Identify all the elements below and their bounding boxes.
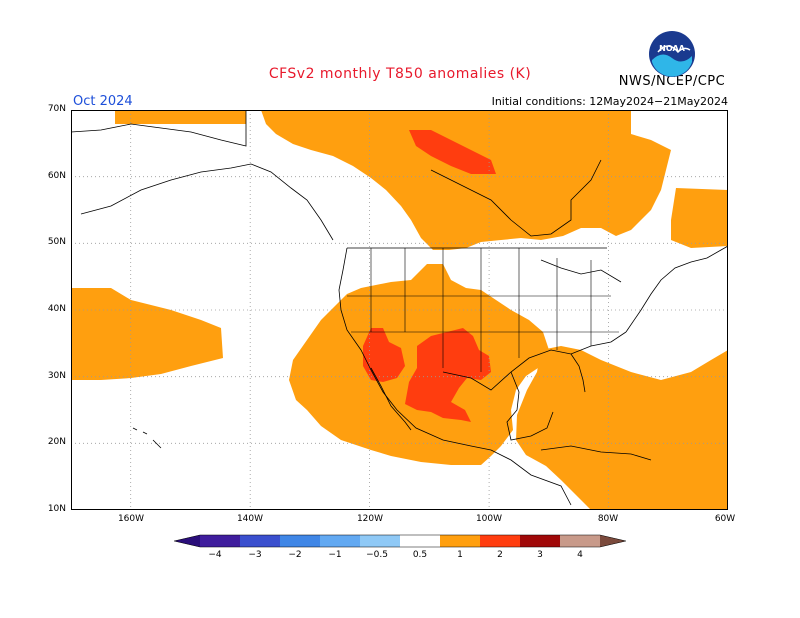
colorbar-bin-6 <box>400 535 440 547</box>
anomaly-region-orange <box>71 110 728 510</box>
noaa-logo-text: NOAA <box>659 44 685 53</box>
initial-conditions: Initial conditions: 12May2024−21May2024 <box>491 95 728 108</box>
lon-label-60w: 60W <box>714 514 736 524</box>
agency-label: NWS/NCEP/CPC <box>618 74 726 89</box>
colorbar-bin-2 <box>240 535 280 547</box>
lat-label-50n: 50N <box>47 237 66 247</box>
noaa-logo: NOAA <box>649 31 695 77</box>
lon-label-160w: 160W <box>117 514 145 524</box>
colorbar-label-p1: 1 <box>457 550 463 560</box>
lat-label-60n: 60N <box>47 171 66 181</box>
colorbar-arrow-low <box>174 535 200 547</box>
colorbar-label-p3: 3 <box>537 550 543 560</box>
colorbar-label-p4: 4 <box>577 550 583 560</box>
state-borders <box>347 248 619 372</box>
colorbar-label-m4: −4 <box>208 550 222 560</box>
coastlines <box>71 110 728 506</box>
colorbar-label-p2: 2 <box>497 550 503 560</box>
colorbar-label-m05: −0.5 <box>366 550 388 560</box>
lat-label-10n: 10N <box>47 504 66 514</box>
lat-label-30n: 30N <box>47 371 66 381</box>
lon-label-120w: 120W <box>356 514 384 524</box>
lat-label-70n: 70N <box>47 104 66 114</box>
lat-label-40n: 40N <box>47 304 66 314</box>
colorbar-arrow-high <box>600 535 626 547</box>
colorbar-bin-1 <box>200 535 240 547</box>
anomaly-map <box>71 110 728 510</box>
colorbar-bin-4 <box>320 535 360 547</box>
graticule <box>71 110 728 510</box>
colorbar-label-p05: 0.5 <box>412 550 428 560</box>
forecast-month: Oct 2024 <box>73 94 133 109</box>
colorbar-bin-5 <box>360 535 400 547</box>
colorbar-label-m2: −2 <box>288 550 302 560</box>
lat-label-20n: 20N <box>47 437 66 447</box>
colorbar-bin-7 <box>440 535 480 547</box>
lon-label-80w: 80W <box>597 514 619 524</box>
colorbar-bin-8 <box>480 535 520 547</box>
colorbar-bin-3 <box>280 535 320 547</box>
colorbar-label-m1: −1 <box>328 550 342 560</box>
lon-label-140w: 140W <box>236 514 264 524</box>
colorbar <box>174 534 626 548</box>
colorbar-bin-10 <box>560 535 600 547</box>
colorbar-label-m3: −3 <box>248 550 262 560</box>
lon-label-100w: 100W <box>475 514 503 524</box>
map-title: CFSv2 monthly T850 anomalies (K) <box>268 66 532 82</box>
anomaly-region-red <box>363 130 496 422</box>
colorbar-bin-9 <box>520 535 560 547</box>
